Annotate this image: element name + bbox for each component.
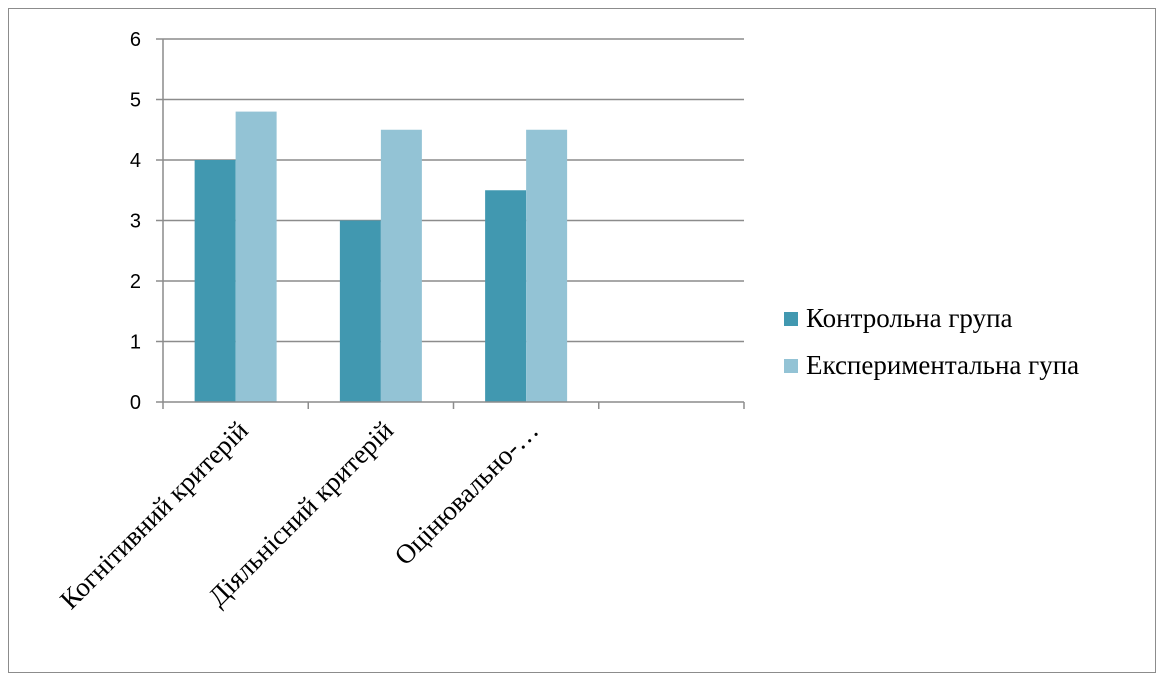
y-tick-label: 3 [130,211,141,233]
y-tick-label: 4 [130,150,141,172]
bar-control-0 [194,160,236,402]
y-tick-label: 0 [130,392,141,414]
y-tick-label: 1 [130,332,141,354]
bar-experimental-0 [235,111,277,402]
bar-control-2 [485,190,527,402]
x-tick-label: Оцінювально-… [389,415,545,571]
legend-swatch [784,312,798,326]
y-tick-labels: 0 1 2 3 4 5 6 [130,29,141,414]
legend-swatch [784,359,798,373]
legend-label: Експериментальна гупа [806,350,1079,380]
bar-chart: 0 1 2 3 4 5 6 Когнітивний критерійДіяльнісний … [54,29,1079,615]
y-tick-label: 6 [130,29,141,51]
y-tick-label: 5 [130,90,141,112]
y-tick-label: 2 [130,271,141,293]
axes [156,38,745,409]
legend: Контрольна група Експериментальна гупа [784,303,1079,380]
bar-experimental-2 [526,129,568,402]
bars [194,111,568,402]
chart-frame: 0 1 2 3 4 5 6 Когнітивний критерій Діяльнісний … [8,8,1156,673]
bar-control-1 [339,220,381,402]
legend-label: Контрольна група [806,303,1013,333]
bar-experimental-1 [380,129,422,402]
